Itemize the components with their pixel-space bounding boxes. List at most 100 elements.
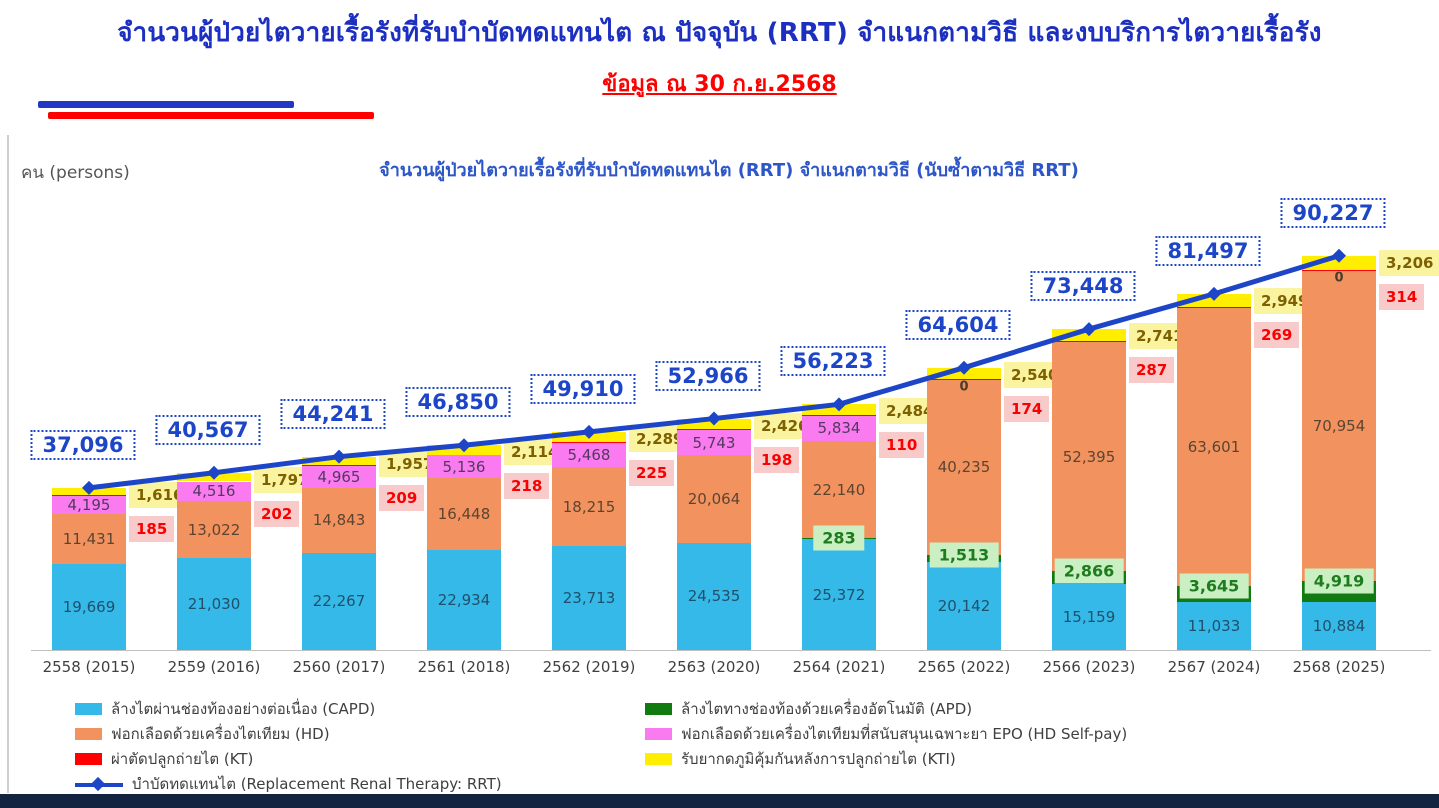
x-axis-label: 2563 (2020) xyxy=(667,658,761,676)
chart-panel: คน (persons) จำนวนผู้ป่วยไตวายเรื้อรังที… xyxy=(7,135,1439,793)
legend-item-capd: ล้างไตผ่านช่องท้องอย่างต่อเนื่อง (CAPD) xyxy=(75,700,502,718)
chart-title: จำนวนผู้ป่วยไตวายเรื้อรังที่รับบำบัดทดแท… xyxy=(379,160,1079,181)
bar-value-capd: 25,372 xyxy=(812,585,866,604)
rrt-line-marker xyxy=(1082,322,1096,337)
title-underline-red xyxy=(48,112,374,119)
x-axis-line xyxy=(31,650,1431,651)
rrt-line-swatch-diamond xyxy=(90,776,106,791)
page-subtitle-date: ข้อมูล ณ 30 ก.ย.2568 xyxy=(602,72,837,97)
legend-right-column: ล้างไตทางช่องท้องด้วยเครื่องอัตโนมัติ (A… xyxy=(645,700,1127,768)
rrt-total-label: 56,223 xyxy=(780,346,886,377)
rrt-line xyxy=(88,253,1340,491)
bar-segment-hd xyxy=(52,514,126,565)
bar-segment-capd xyxy=(552,546,626,650)
bar-value-capd: 19,669 xyxy=(62,598,116,617)
rrt-line-marker xyxy=(832,397,846,412)
apd-value-box: 2,866 xyxy=(1054,558,1124,584)
x-axis-label: 2560 (2017) xyxy=(292,658,386,676)
bar-segment-hd xyxy=(802,441,876,538)
bar-value-hd: 20,064 xyxy=(687,489,741,508)
bar-segment-hd xyxy=(677,455,751,543)
legend-left-column: ล้างไตผ่านช่องท้องอย่างต่อเนื่อง (CAPD) ฟ… xyxy=(75,700,502,793)
bar-value-hd: 63,601 xyxy=(1187,437,1241,456)
kt-side-label: 287 xyxy=(1129,357,1175,384)
bar-segment-epo xyxy=(677,430,751,456)
legend-label-capd: ล้างไตผ่านช่องท้องอย่างต่อเนื่อง (CAPD) xyxy=(111,700,376,718)
bar-segment-epo xyxy=(177,481,251,502)
rrt-total-label: 90,227 xyxy=(1280,197,1386,228)
bar-segment-hd xyxy=(427,477,501,550)
bar-segment-capd xyxy=(1302,602,1376,650)
apd-value-box: 1,513 xyxy=(929,542,999,568)
bar-segment-hd xyxy=(1177,307,1251,586)
kt-side-label: 174 xyxy=(1004,395,1050,422)
kt-side-label: 185 xyxy=(129,515,175,542)
x-axis-label: 2567 (2024) xyxy=(1167,658,1261,676)
bar-segment-kt xyxy=(1052,340,1126,343)
bar-segment-kt xyxy=(1302,268,1376,271)
legend-item-epo: ฟอกเลือดด้วยเครื่องไตเทียมที่สนับสนุนเฉพ… xyxy=(645,725,1127,743)
kt-side-label: 269 xyxy=(1254,321,1300,348)
bar-value-capd: 11,033 xyxy=(1187,616,1241,635)
bar-segment-capd xyxy=(802,539,876,650)
bar-segment-epo xyxy=(427,455,501,478)
kt-side-label: 225 xyxy=(629,459,675,486)
bar-value-epo: 4,195 xyxy=(67,495,111,514)
rrt-line-marker xyxy=(207,465,221,480)
rrt-line-marker xyxy=(707,411,721,426)
rrt-total-label: 73,448 xyxy=(1030,271,1136,302)
x-axis-label: 2564 (2021) xyxy=(792,658,886,676)
bar-segment-hd xyxy=(552,466,626,547)
rrt-total-label: 44,241 xyxy=(280,398,386,429)
bar-value-epo: 5,743 xyxy=(692,433,736,452)
rrt-line-marker xyxy=(457,438,471,453)
y-axis-unit-label: คน (persons) xyxy=(21,163,130,183)
bar-segment-kt xyxy=(1177,305,1251,308)
bar-value-capd: 21,030 xyxy=(187,595,241,614)
bar-value-hd: 18,215 xyxy=(562,497,616,516)
bar-segment-capd xyxy=(427,549,501,650)
rrt-total-label: 81,497 xyxy=(1155,235,1261,266)
rrt-total-label: 46,850 xyxy=(405,387,511,418)
title-underline-blue xyxy=(38,101,294,108)
bar-segment-epo xyxy=(52,495,126,515)
legend-item-hd: ฟอกเลือดด้วยเครื่องไตเทียม (HD) xyxy=(75,725,502,743)
bottom-navy-bar xyxy=(0,794,1439,808)
bar-value-epo: 5,834 xyxy=(817,419,861,438)
bar-value-capd: 23,713 xyxy=(562,589,616,608)
epo-zero-label: 0 xyxy=(1334,270,1344,286)
epo-zero-label: 0 xyxy=(959,379,969,395)
rrt-total-label: 64,604 xyxy=(905,309,1011,340)
legend-item-apd: ล้างไตทางช่องท้องด้วยเครื่องอัตโนมัติ (A… xyxy=(645,700,1127,718)
bar-segment-epo xyxy=(302,466,376,488)
rrt-total-label: 37,096 xyxy=(30,429,136,460)
bar-segment-epo xyxy=(552,442,626,467)
bar-segment-capd xyxy=(177,558,251,650)
legend-line-swatch-rrt xyxy=(75,776,123,791)
bar-value-capd: 20,142 xyxy=(937,596,991,615)
bar-segment-hd xyxy=(177,501,251,559)
rrt-total-label: 52,966 xyxy=(655,360,761,391)
rrt-line-marker xyxy=(957,360,971,375)
bar-segment-capd xyxy=(302,552,376,650)
rrt-total-label: 40,567 xyxy=(155,414,261,445)
kti-side-label: 2,949 xyxy=(1254,287,1316,314)
bar-value-epo: 5,136 xyxy=(442,457,486,476)
x-axis-label: 2566 (2023) xyxy=(1042,658,1136,676)
bar-value-epo: 4,965 xyxy=(317,467,361,486)
legend-swatch-kti xyxy=(645,753,672,765)
legend-label-kt: ผ่าตัดปลูกถ่ายไต (KT) xyxy=(111,750,254,768)
legend-label-kti: รับยากดภูมิคุ้มกันหลังการปลูกถ่ายไต (KTI… xyxy=(681,750,956,768)
legend-swatch-capd xyxy=(75,703,102,715)
bar-segment-capd xyxy=(1177,601,1251,650)
page-title: จำนวนผู้ป่วยไตวายเรื้อรังที่รับบำบัดทดแท… xyxy=(117,18,1322,48)
kt-side-label: 198 xyxy=(754,446,800,473)
kt-side-label: 202 xyxy=(254,500,300,527)
x-axis-label: 2559 (2016) xyxy=(167,658,261,676)
bar-value-hd: 13,022 xyxy=(187,520,241,539)
bar-segment-hd xyxy=(1052,342,1126,572)
kt-side-label: 314 xyxy=(1379,283,1425,310)
bar-value-hd: 16,448 xyxy=(437,504,491,523)
rrt-line-marker xyxy=(1332,248,1346,263)
bar-value-capd: 24,535 xyxy=(687,587,741,606)
